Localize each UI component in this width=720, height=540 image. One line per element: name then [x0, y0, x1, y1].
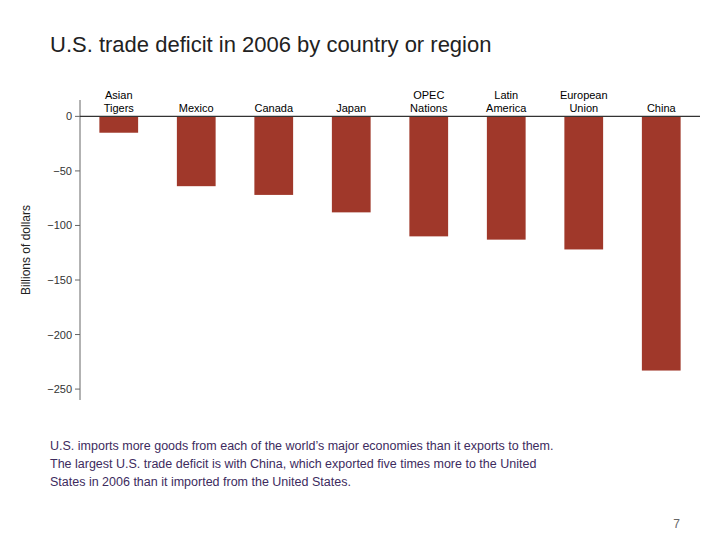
category-label: Mexico: [179, 102, 214, 114]
y-tick-label: 0: [66, 110, 72, 122]
bar: [177, 116, 216, 186]
bar: [642, 116, 681, 370]
y-tick: [75, 170, 80, 171]
category-label: Canada: [254, 102, 293, 114]
title: U.S. trade deficit in 2006 by country or…: [50, 32, 491, 57]
category-label: EuropeanUnion: [560, 89, 608, 114]
category-label: China: [647, 102, 677, 114]
bar: [409, 116, 448, 236]
y-tick-label: −150: [47, 274, 72, 286]
y-tick: [75, 225, 80, 226]
category-label: OPECNations: [410, 89, 448, 114]
bar: [332, 116, 371, 212]
category-label: AsianTigers: [104, 89, 135, 114]
y-axis-label: Billions of dollars: [19, 205, 33, 295]
y-axis-line: [80, 100, 81, 400]
y-tick: [75, 334, 80, 335]
y-tick-label: −250: [47, 383, 72, 395]
bar: [487, 116, 526, 239]
caption: U.S. imports more goods from each of the…: [50, 439, 553, 489]
bar: [99, 116, 138, 132]
y-tick: [75, 116, 80, 117]
chart: U.S. trade deficit in 2006 by country or…: [0, 0, 720, 540]
zero-line: [80, 116, 700, 117]
category-label: LatinAmerica: [486, 89, 527, 114]
y-tick-label: −50: [53, 165, 72, 177]
y-tick-label: −200: [47, 329, 72, 341]
bar: [564, 116, 603, 249]
y-tick-label: −100: [47, 219, 72, 231]
bars: [99, 116, 680, 370]
category-label: Japan: [336, 102, 366, 114]
page-number: 7: [673, 517, 680, 531]
bar: [254, 116, 293, 195]
y-tick: [75, 389, 80, 390]
y-tick: [75, 280, 80, 281]
